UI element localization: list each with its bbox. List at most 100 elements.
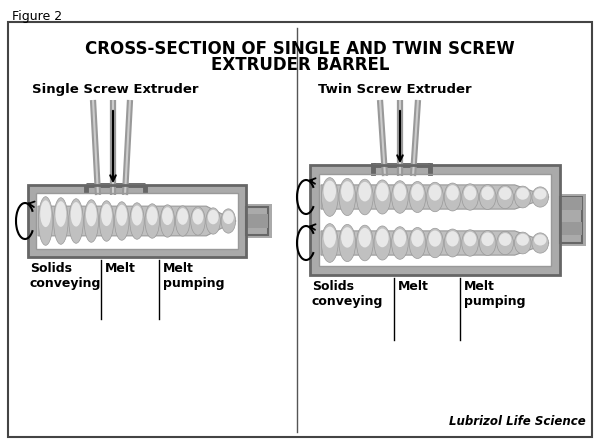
Text: Lubrizol Life Science: Lubrizol Life Science [449, 415, 586, 428]
FancyBboxPatch shape [319, 174, 551, 266]
Ellipse shape [376, 229, 389, 247]
Ellipse shape [162, 207, 173, 225]
Ellipse shape [147, 206, 158, 225]
Ellipse shape [131, 206, 142, 226]
Ellipse shape [145, 204, 160, 238]
Ellipse shape [130, 203, 144, 239]
Ellipse shape [208, 210, 218, 224]
Ellipse shape [534, 188, 547, 199]
Ellipse shape [462, 230, 478, 256]
FancyBboxPatch shape [246, 207, 268, 235]
Text: EXTRUDER BARREL: EXTRUDER BARREL [211, 56, 389, 74]
Ellipse shape [322, 224, 338, 262]
FancyBboxPatch shape [246, 204, 272, 238]
Text: Melt: Melt [106, 262, 136, 275]
FancyBboxPatch shape [560, 222, 582, 235]
Ellipse shape [517, 234, 529, 246]
Ellipse shape [223, 210, 234, 224]
Ellipse shape [323, 181, 336, 202]
Ellipse shape [444, 229, 461, 257]
Ellipse shape [339, 224, 356, 262]
Ellipse shape [376, 182, 389, 201]
Ellipse shape [392, 181, 408, 213]
Ellipse shape [497, 185, 514, 209]
FancyBboxPatch shape [560, 197, 582, 210]
Ellipse shape [100, 201, 114, 241]
Ellipse shape [444, 183, 461, 211]
Ellipse shape [411, 230, 424, 247]
Ellipse shape [429, 184, 441, 201]
Ellipse shape [427, 228, 443, 258]
Ellipse shape [481, 233, 494, 246]
Ellipse shape [514, 186, 531, 208]
Ellipse shape [356, 225, 373, 261]
Text: Melt
pumping: Melt pumping [163, 262, 224, 290]
Ellipse shape [177, 208, 188, 225]
Text: Melt: Melt [398, 280, 429, 293]
Ellipse shape [115, 202, 129, 240]
Ellipse shape [479, 185, 496, 210]
Ellipse shape [409, 182, 426, 213]
FancyBboxPatch shape [36, 193, 238, 249]
Ellipse shape [394, 229, 406, 247]
FancyBboxPatch shape [8, 22, 592, 437]
Ellipse shape [341, 227, 353, 248]
Ellipse shape [481, 186, 494, 200]
Ellipse shape [221, 209, 236, 233]
Text: Solids
conveying: Solids conveying [30, 262, 101, 290]
Ellipse shape [499, 233, 511, 246]
Ellipse shape [394, 183, 406, 201]
Ellipse shape [427, 182, 443, 212]
Ellipse shape [191, 207, 205, 235]
Ellipse shape [429, 230, 441, 247]
Text: Solids
conveying: Solids conveying [312, 280, 383, 308]
Ellipse shape [359, 228, 371, 247]
Polygon shape [38, 206, 236, 236]
Ellipse shape [356, 179, 373, 215]
Ellipse shape [206, 208, 220, 234]
Ellipse shape [479, 230, 496, 255]
Ellipse shape [193, 209, 203, 225]
Ellipse shape [517, 188, 529, 200]
Ellipse shape [446, 185, 459, 201]
Ellipse shape [175, 206, 190, 236]
Ellipse shape [40, 200, 51, 227]
FancyBboxPatch shape [560, 194, 586, 246]
Text: Melt
pumping: Melt pumping [464, 280, 526, 308]
Text: Single Screw Extruder: Single Screw Extruder [32, 83, 199, 96]
FancyBboxPatch shape [246, 214, 268, 228]
Ellipse shape [497, 231, 514, 255]
Text: CROSS-SECTION OF SINGLE AND TWIN SCREW: CROSS-SECTION OF SINGLE AND TWIN SCREW [85, 40, 515, 58]
Ellipse shape [499, 187, 511, 200]
Polygon shape [321, 231, 549, 255]
Text: Figure 2: Figure 2 [12, 10, 62, 23]
Ellipse shape [84, 200, 98, 242]
FancyBboxPatch shape [310, 165, 560, 275]
Ellipse shape [322, 178, 338, 216]
Ellipse shape [374, 226, 391, 260]
Ellipse shape [69, 199, 83, 243]
Polygon shape [321, 185, 549, 209]
Ellipse shape [341, 181, 353, 202]
Ellipse shape [38, 197, 53, 245]
Ellipse shape [446, 231, 459, 246]
Ellipse shape [86, 203, 97, 226]
Ellipse shape [532, 187, 548, 207]
Ellipse shape [116, 205, 127, 226]
Ellipse shape [532, 233, 548, 253]
Ellipse shape [160, 205, 175, 237]
Ellipse shape [53, 198, 68, 244]
Ellipse shape [339, 178, 356, 216]
Ellipse shape [55, 201, 66, 227]
FancyBboxPatch shape [28, 185, 246, 257]
Ellipse shape [101, 204, 112, 226]
Text: Twin Screw Extruder: Twin Screw Extruder [318, 83, 472, 96]
Ellipse shape [374, 180, 391, 214]
Ellipse shape [392, 227, 408, 259]
Ellipse shape [462, 184, 478, 210]
Ellipse shape [534, 234, 547, 246]
Ellipse shape [71, 202, 82, 226]
Ellipse shape [359, 182, 371, 202]
Ellipse shape [411, 184, 424, 201]
Ellipse shape [323, 226, 336, 248]
